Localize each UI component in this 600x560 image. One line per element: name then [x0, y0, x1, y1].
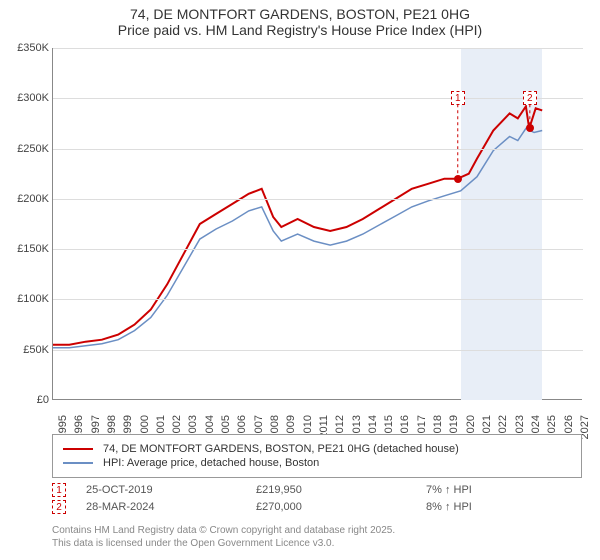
chart-lines-svg [53, 48, 583, 400]
chart-container: 74, DE MONTFORT GARDENS, BOSTON, PE21 0H… [0, 0, 600, 560]
legend-swatch [63, 448, 93, 450]
event-marker-box-1: 1 [451, 91, 465, 105]
y-axis-label: £250K [3, 143, 49, 155]
y-axis-label: £50K [3, 344, 49, 356]
legend-label: HPI: Average price, detached house, Bost… [103, 457, 319, 469]
y-gridline [53, 299, 583, 300]
legend-row: 74, DE MONTFORT GARDENS, BOSTON, PE21 0H… [63, 443, 571, 455]
event-row-price: £219,950 [256, 484, 426, 496]
legend-row: HPI: Average price, detached house, Bost… [63, 457, 571, 469]
event-row: 1 25-OCT-2019£219,9507% ↑ HPI [52, 483, 582, 497]
footer-line1: Contains HM Land Registry data © Crown c… [52, 524, 582, 537]
y-gridline [53, 199, 583, 200]
y-gridline [53, 98, 583, 99]
event-marker-box-2: 2 [523, 91, 537, 105]
event-row-date: 25-OCT-2019 [86, 484, 256, 496]
event-row-marker: 1 [52, 483, 66, 497]
y-axis-label: £100K [3, 293, 49, 305]
event-table: 1 25-OCT-2019£219,9507% ↑ HPI 2 28-MAR-2024… [52, 480, 582, 517]
y-gridline [53, 350, 583, 351]
footer-attribution: Contains HM Land Registry data © Crown c… [52, 524, 582, 550]
event-row-hpi: 7% ↑ HPI [426, 484, 546, 496]
event-row-price: £270,000 [256, 501, 426, 513]
event-row-date: 28-MAR-2024 [86, 501, 256, 513]
footer-line2: This data is licensed under the Open Gov… [52, 537, 582, 550]
y-axis-label: £150K [3, 243, 49, 255]
y-axis-label: £350K [3, 42, 49, 54]
title-address: 74, DE MONTFORT GARDENS, BOSTON, PE21 0H… [0, 6, 600, 22]
series-line-price_paid [53, 106, 542, 344]
event-marker-dot-1 [454, 175, 462, 183]
chart-plot-area: £0£50K£100K£150K£200K£250K£300K£350K1995… [52, 48, 582, 400]
event-row: 2 28-MAR-2024£270,0008% ↑ HPI [52, 500, 582, 514]
y-axis-label: £0 [3, 394, 49, 406]
title-block: 74, DE MONTFORT GARDENS, BOSTON, PE21 0H… [0, 0, 600, 40]
legend-box: 74, DE MONTFORT GARDENS, BOSTON, PE21 0H… [52, 434, 582, 478]
y-gridline [53, 149, 583, 150]
y-axis-label: £300K [3, 92, 49, 104]
event-row-marker: 2 [52, 500, 66, 514]
y-gridline [53, 249, 583, 250]
legend-label: 74, DE MONTFORT GARDENS, BOSTON, PE21 0H… [103, 443, 459, 455]
legend-swatch [63, 462, 93, 464]
title-subtitle: Price paid vs. HM Land Registry's House … [0, 22, 600, 38]
y-gridline [53, 48, 583, 49]
event-marker-dot-2 [526, 124, 534, 132]
y-axis-label: £200K [3, 193, 49, 205]
series-line-hpi [53, 129, 542, 348]
event-row-hpi: 8% ↑ HPI [426, 501, 546, 513]
